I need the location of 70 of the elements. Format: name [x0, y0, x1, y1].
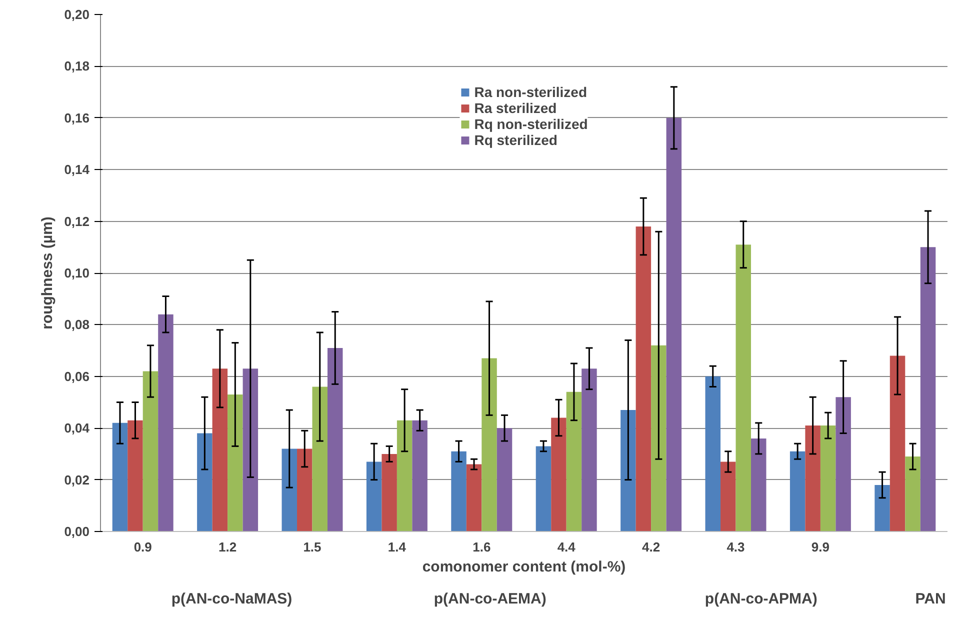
x-tick-label: 0.9 — [134, 540, 152, 554]
x-tick-label: 1.5 — [303, 540, 322, 554]
bar — [128, 420, 143, 532]
bar — [451, 451, 466, 532]
y-tick-label: 0,20 — [64, 7, 90, 22]
bar — [551, 418, 566, 532]
x-tick-label: 4.4 — [557, 540, 576, 554]
text: PAN — [915, 590, 946, 608]
bar — [790, 451, 806, 532]
bar — [651, 345, 666, 532]
x-tick-label: 4.3 — [726, 540, 745, 554]
bar — [890, 356, 906, 532]
x-tick-label: 9.9 — [811, 540, 830, 554]
bar — [666, 118, 682, 532]
bar — [112, 422, 128, 532]
legend-label: Rq sterilized — [474, 132, 558, 148]
bar — [366, 462, 382, 532]
bar — [536, 446, 552, 532]
bar — [636, 226, 652, 532]
x-tick-label: 4.2 — [642, 540, 660, 554]
bar — [466, 464, 482, 532]
bar — [282, 448, 298, 532]
bar — [620, 410, 636, 532]
bar — [228, 394, 243, 532]
y-axis-title: roughness (µm) — [39, 216, 56, 330]
x-tick-label: 1.4 — [388, 540, 407, 554]
bar — [820, 426, 836, 532]
bar — [836, 397, 851, 532]
y-tick-label: 0,00 — [64, 524, 90, 539]
legend-label: Rq non-sterilized — [474, 116, 588, 132]
text: p(AN-co-APMA) — [704, 590, 818, 608]
bar — [142, 371, 158, 532]
bar — [720, 462, 736, 532]
y-tick-label: 0,18 — [64, 58, 90, 74]
y-tick-label: 0,02 — [64, 472, 90, 488]
bar — [396, 420, 412, 532]
bar — [496, 428, 512, 532]
bar — [327, 348, 343, 532]
x-tick-label: 1.6 — [472, 540, 491, 554]
bar — [297, 448, 312, 532]
bar — [382, 454, 397, 532]
bar — [412, 420, 428, 532]
y-tick-label: 0,12 — [64, 214, 90, 229]
bar — [566, 392, 582, 532]
legend-label: Ra non-sterilized — [474, 84, 588, 100]
legend-label: Ra sterilized — [474, 100, 557, 116]
bar — [242, 368, 258, 532]
y-tick-label: 0,16 — [64, 110, 90, 126]
text: p(AN-co-AEMA) — [434, 590, 546, 608]
x-axis-title: comonomer content (mol-%) — [422, 558, 626, 576]
bar — [312, 386, 328, 532]
y-tick-label: 0,06 — [64, 368, 90, 384]
bar — [212, 368, 228, 532]
y-tick-label: 0,04 — [64, 420, 90, 436]
bar — [750, 438, 766, 532]
bar — [582, 368, 597, 532]
bar — [197, 433, 212, 532]
bar — [705, 376, 721, 532]
y-tick-label: 0,08 — [64, 317, 90, 332]
bar — [920, 247, 936, 532]
bar — [874, 484, 890, 532]
bar — [482, 358, 497, 532]
bar — [158, 314, 174, 532]
y-tick-label: 0,14 — [64, 162, 90, 178]
y-tick-label: 0,10 — [64, 266, 90, 280]
bar — [736, 244, 751, 532]
bar — [905, 456, 920, 532]
bar — [805, 426, 820, 532]
x-tick-label: 1.2 — [218, 540, 237, 554]
text: p(AN-co-NaMAS) — [171, 590, 292, 608]
